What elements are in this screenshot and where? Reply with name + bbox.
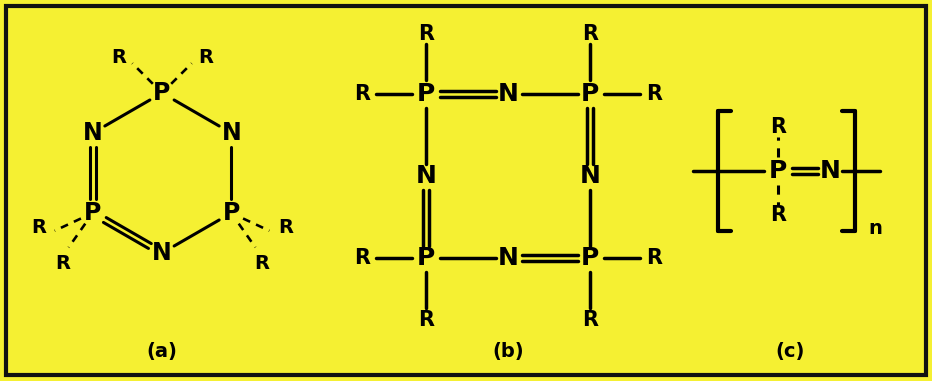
Text: N: N [498,246,518,270]
Text: R: R [199,48,213,67]
Text: R: R [254,254,268,273]
Text: R: R [55,254,70,273]
Text: N: N [83,121,103,145]
Text: N: N [580,164,600,188]
Text: P: P [417,82,435,106]
Text: R: R [31,218,47,237]
Text: R: R [770,117,786,137]
Text: R: R [646,248,662,268]
Text: R: R [646,84,662,104]
Text: n: n [868,218,882,237]
Text: P: P [581,246,599,270]
Text: (c): (c) [775,341,804,360]
Text: (a): (a) [146,341,177,360]
Text: P: P [769,159,788,183]
Text: P: P [84,201,102,225]
Text: R: R [354,248,370,268]
Text: R: R [111,48,126,67]
Text: R: R [770,205,786,225]
Text: R: R [418,310,434,330]
Text: N: N [152,241,171,265]
Text: P: P [223,201,240,225]
Text: R: R [354,84,370,104]
Text: R: R [582,24,598,44]
Text: N: N [498,82,518,106]
Text: P: P [581,82,599,106]
Text: N: N [416,164,436,188]
Text: R: R [278,218,293,237]
Text: P: P [417,246,435,270]
Text: R: R [418,24,434,44]
Text: P: P [153,81,171,105]
Text: N: N [222,121,241,145]
Text: N: N [819,159,841,183]
Text: (b): (b) [492,341,524,360]
Text: R: R [582,310,598,330]
